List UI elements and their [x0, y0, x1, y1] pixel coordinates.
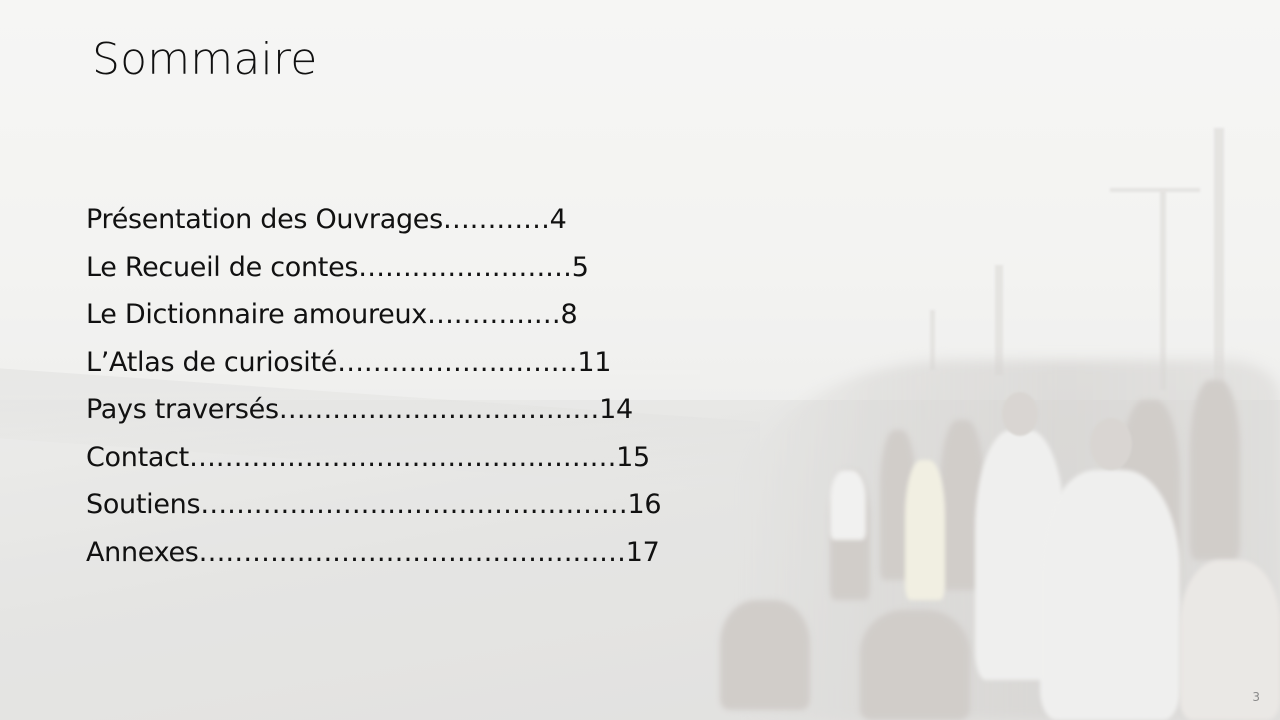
photo-pole [1160, 190, 1166, 390]
photo-sky [0, 0, 1280, 400]
slide-title: Sommaire [92, 34, 318, 85]
photo-person [830, 470, 866, 540]
toc-entry: Annexes…………………………………………17 [86, 536, 660, 568]
photo-person [720, 600, 810, 710]
toc-entry: Le Recueil de contes……………………5 [86, 251, 589, 283]
photo-person [1190, 380, 1240, 560]
photo-person [905, 460, 945, 600]
toc-entry: Le Dictionnaire amoureux……………8 [86, 299, 578, 330]
photo-pole [930, 310, 935, 370]
photo-pole [995, 265, 1003, 375]
photo-person [1180, 560, 1280, 720]
toc-entry: Présentation des Ouvrages…………4 [86, 204, 567, 235]
toc-entry: L’Atlas de curiosité………………………11 [86, 346, 612, 378]
photo-pole [1110, 188, 1200, 192]
table-of-contents: Présentation des Ouvrages…………4 Le Recuei… [86, 196, 662, 576]
toc-entry: Soutiens…………………………………………16 [86, 489, 662, 520]
toc-entry: Pays traversés………………………………14 [86, 394, 633, 425]
photo-person-head [1090, 418, 1132, 470]
slide-number: 3 [1252, 690, 1260, 704]
photo-person [860, 610, 970, 720]
photo-person-head [1002, 392, 1038, 436]
toc-entry: Contact…………………………………………15 [86, 441, 650, 473]
photo-pole [1214, 128, 1224, 428]
photo-person [1040, 470, 1180, 720]
